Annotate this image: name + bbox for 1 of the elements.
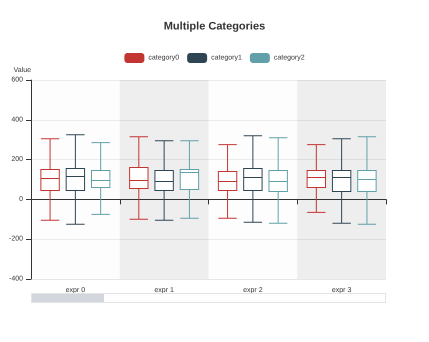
chart-title: Multiple Categories: [164, 20, 266, 32]
